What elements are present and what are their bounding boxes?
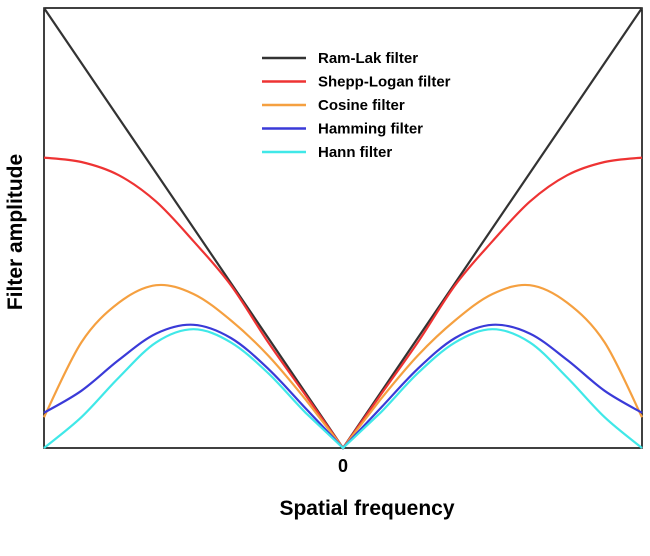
legend-label: Hann filter: [318, 144, 392, 161]
x-axis-label: Spatial frequency: [279, 497, 454, 520]
legend-label: Shepp-Logan filter: [318, 74, 451, 91]
plot-frame: [43, 7, 643, 449]
x-tick-label: 0: [338, 456, 348, 476]
legend-label: Cosine filter: [318, 97, 405, 114]
y-axis-label: Filter amplitude: [4, 154, 27, 310]
series-line-hann-filter: [43, 328, 643, 450]
x-tick-layer: 0: [338, 456, 348, 476]
legend-label: Hamming filter: [318, 121, 423, 138]
legend-label: Ram-Lak filter: [318, 50, 418, 67]
series-layer: [43, 7, 643, 450]
legend: Ram-Lak filter Shepp-Logan filter Cosine f…: [262, 50, 451, 161]
